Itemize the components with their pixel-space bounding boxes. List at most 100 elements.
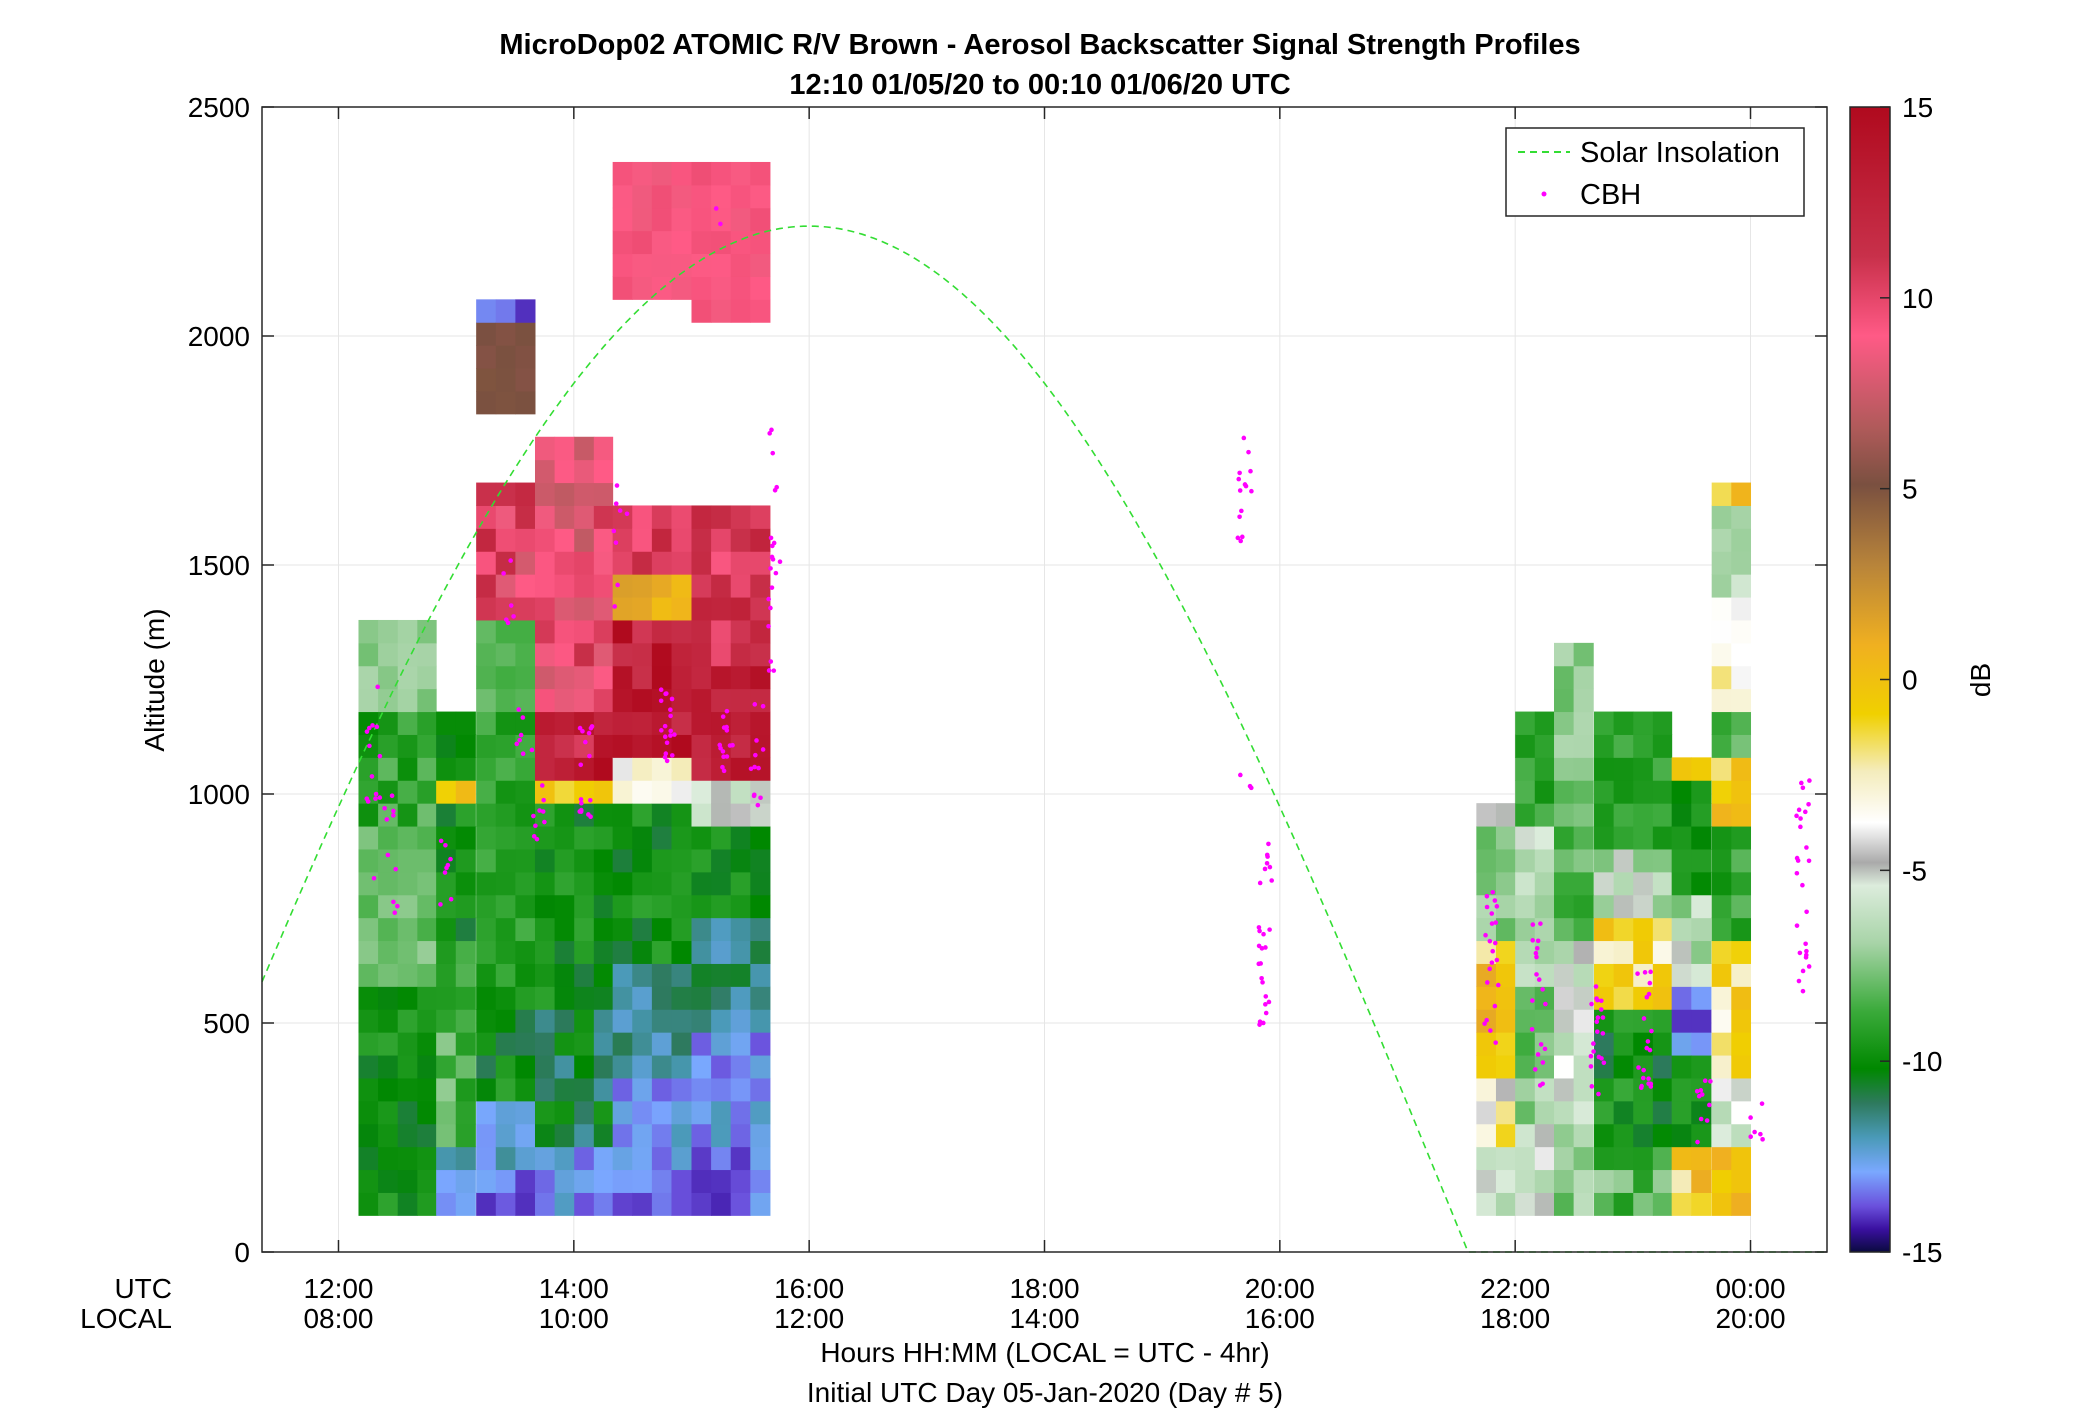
heatmap-cell (750, 917, 771, 942)
heatmap-cell (476, 299, 497, 323)
heatmap-cell (1731, 688, 1752, 713)
cbh-point (668, 733, 673, 738)
heatmap-cell (691, 1055, 712, 1079)
heatmap-cell (593, 688, 614, 713)
cbh-point (1237, 470, 1242, 476)
heatmap-cell (632, 1146, 653, 1171)
heatmap-cell (1731, 619, 1752, 644)
heatmap-cell (1711, 1077, 1732, 1102)
cbh-point (754, 738, 759, 743)
heatmap-cell (711, 528, 732, 552)
heatmap-cell (730, 161, 751, 186)
heatmap-cell (397, 1032, 418, 1056)
heatmap-cell (455, 757, 476, 781)
heatmap-cell (671, 642, 692, 667)
heatmap-cell (534, 597, 556, 621)
heatmap-cell (1594, 940, 1615, 964)
heatmap-cell (632, 1009, 653, 1033)
heatmap-cell (1476, 917, 1497, 942)
cbh-point (1489, 921, 1495, 926)
heatmap-cell (534, 505, 556, 529)
heatmap-cell (593, 917, 614, 942)
heatmap-cell (534, 711, 556, 735)
heatmap-cell (554, 1055, 575, 1079)
heatmap-cell (1711, 780, 1732, 804)
cbh-point (438, 838, 444, 844)
cbh-point (672, 732, 677, 737)
heatmap-cell (632, 986, 653, 1010)
heatmap-cell (1554, 1146, 1575, 1171)
heatmap-cell (1711, 551, 1732, 575)
heatmap-cell (671, 986, 692, 1010)
cbh-point (724, 728, 730, 733)
heatmap-cell (651, 917, 672, 942)
heatmap-cell (750, 642, 771, 667)
heatmap-cell (378, 1077, 399, 1102)
heatmap-cell (1594, 1123, 1615, 1148)
heatmap-cell (750, 1169, 771, 1193)
heatmap-cell (574, 1146, 595, 1171)
heatmap-cell (1495, 986, 1516, 1010)
cbh-point (773, 570, 779, 576)
heatmap-cell (730, 505, 751, 529)
heatmap-cell (1594, 1077, 1615, 1102)
heatmap-cell (1731, 826, 1752, 850)
cbh-point (769, 554, 775, 560)
heatmap-cell (495, 345, 516, 369)
heatmap-cell (358, 665, 379, 690)
cbh-point (442, 870, 448, 875)
heatmap-cell (671, 963, 692, 987)
heatmap-cell (476, 711, 497, 735)
heatmap-cell (593, 871, 614, 896)
cbh-point (377, 753, 383, 759)
heatmap-cell (651, 734, 672, 758)
heatmap-cell (691, 597, 712, 621)
heatmap-cell (554, 940, 575, 964)
heatmap-cell (378, 826, 399, 850)
cbh-point (771, 668, 777, 673)
heatmap-cell (612, 803, 633, 827)
heatmap-cell (1515, 757, 1536, 781)
heatmap-cell (515, 711, 536, 735)
heatmap-cell (593, 757, 614, 781)
heatmap-cell (593, 963, 614, 987)
cbh-point (367, 743, 372, 749)
heatmap-cell (1731, 528, 1752, 552)
heatmap-cell (711, 688, 732, 713)
heatmap-cell (651, 803, 672, 827)
heatmap-cell (417, 711, 437, 735)
cbh-point (1588, 1053, 1594, 1059)
cbh-point (752, 764, 757, 770)
heatmap-cell (476, 390, 497, 415)
heatmap-cell (730, 711, 751, 735)
heatmap-cell (1711, 803, 1732, 827)
heatmap-cell (632, 1192, 653, 1216)
heatmap-cell (671, 711, 692, 735)
x-tick-label-utc: 14:00 (539, 1273, 609, 1304)
heatmap-cell (671, 1009, 692, 1033)
cbh-point (1262, 866, 1268, 872)
cbh-point (1543, 1001, 1548, 1007)
x-tick-label-local: 20:00 (1715, 1303, 1785, 1334)
cbh-point (1267, 927, 1272, 932)
cbh-point (1796, 978, 1802, 984)
heatmap-cell (455, 940, 476, 964)
heatmap-cell (1652, 734, 1673, 758)
heatmap-cell (515, 390, 536, 415)
heatmap-cell (730, 1032, 751, 1056)
heatmap-cell (612, 894, 633, 919)
heatmap-cell (515, 299, 536, 323)
heatmap-cell (574, 528, 595, 552)
heatmap-cell (1731, 574, 1752, 598)
cbh-point (366, 725, 372, 731)
heatmap-cell (417, 1077, 437, 1102)
heatmap-cell (711, 1100, 732, 1125)
heatmap-cell (730, 253, 751, 277)
heatmap-cell (554, 597, 575, 621)
heatmap-cell (1633, 1192, 1654, 1216)
heatmap-cell (750, 963, 771, 987)
cbh-point (1484, 904, 1490, 910)
heatmap-cell (1652, 1055, 1673, 1079)
heatmap-cell (534, 757, 556, 781)
heatmap-cell (554, 711, 575, 735)
